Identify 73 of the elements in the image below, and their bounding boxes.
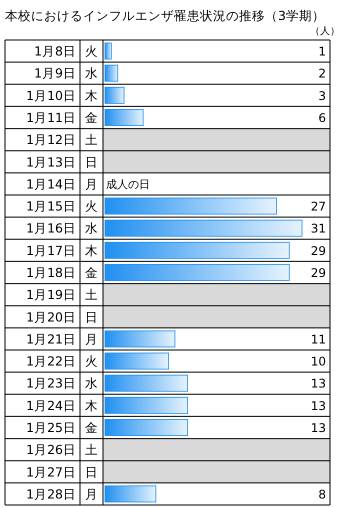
text: （人） [310, 26, 340, 37]
bar [104, 374, 188, 392]
data-label: 6 [318, 111, 326, 125]
bar [104, 42, 112, 60]
bar [104, 485, 156, 502]
y2-tick-label: 日 [85, 309, 98, 324]
bar [104, 264, 290, 281]
y2-tick-label: 月 [85, 331, 98, 346]
y-tick-label: 1月21日 [26, 331, 76, 346]
y2-tick-label: 金 [85, 420, 98, 435]
y2-tick-label: 火 [85, 198, 98, 214]
bar [104, 330, 176, 348]
y-tick-label: 1月19日 [26, 287, 76, 302]
data-label: 1 [318, 44, 326, 59]
y2-tick-label: 日 [85, 464, 98, 480]
y2-tick-label: 月 [85, 486, 98, 502]
y-tick-label: 1月12日 [26, 132, 76, 148]
y2-tick-label: 金 [85, 110, 98, 125]
data-label: 29 [310, 244, 326, 258]
y-tick-label: 1月22日 [26, 354, 76, 369]
data-label: 13 [310, 376, 326, 391]
y2-tick-label: 月 [85, 176, 98, 192]
y2-tick-label: 木 [85, 398, 98, 413]
y2-tick-label: 水 [85, 220, 98, 236]
data-label: 31 [310, 222, 326, 236]
y-tick-label: 1月15日 [26, 198, 76, 214]
y-tick-label: 1月23日 [26, 376, 76, 391]
y2-tick-label: 火 [85, 354, 98, 369]
y2-tick-label: 土 [85, 287, 98, 302]
y-tick-label: 1月28日 [26, 486, 76, 502]
y-tick-label: 1月8日 [34, 44, 76, 59]
bar [104, 64, 118, 82]
bar [104, 352, 169, 370]
y2-tick-label: 水 [85, 376, 98, 391]
y-tick-label: 1月14日 [26, 176, 76, 192]
y-tick-label: 1月17日 [26, 242, 76, 258]
data-label: 27 [310, 200, 326, 214]
y2-tick-label: 火 [85, 44, 98, 59]
y2-tick-label: 水 [85, 66, 98, 81]
data-label: 11 [310, 332, 326, 346]
y-tick-label: 1月11日 [26, 110, 76, 125]
y2-tick-label: 日 [85, 154, 98, 170]
data-label: 13 [310, 398, 326, 413]
y2-tick-label: 木 [85, 242, 98, 258]
y2-tick-label: 木 [85, 88, 98, 103]
data-label: 2 [318, 66, 326, 81]
bar [104, 419, 188, 436]
y-tick-label: 1月20日 [26, 309, 76, 324]
y-tick-label: 1月9日 [34, 66, 76, 81]
y-tick-label: 1月24日 [26, 398, 76, 413]
y2-tick-label: 金 [85, 265, 98, 280]
bar [104, 220, 302, 237]
y-tick-label: 1月18日 [26, 265, 76, 280]
annotation: 成人の日 [106, 178, 150, 191]
bar [104, 396, 188, 414]
data-label: 10 [310, 354, 326, 369]
y-tick-label: 1月16日 [26, 220, 76, 236]
data-label: 29 [310, 266, 326, 280]
y-tick-label: 1月25日 [26, 420, 76, 435]
chart-title: 本校におけるインフルエンザ罹患状況の推移（3学期） [5, 8, 325, 23]
bar [104, 109, 144, 126]
bar [104, 198, 277, 215]
y-tick-label: 1月27日 [26, 464, 76, 480]
data-label: 13 [310, 421, 326, 435]
y2-tick-label: 土 [85, 132, 98, 148]
data-label: 8 [318, 487, 326, 502]
y2-tick-label: 土 [85, 442, 98, 458]
y-tick-label: 1月13日 [26, 154, 76, 170]
bar [104, 86, 124, 104]
y-tick-label: 1月26日 [26, 442, 76, 458]
bar [104, 242, 290, 259]
data-label: 3 [318, 88, 326, 103]
y-tick-label: 1月10日 [26, 88, 76, 103]
